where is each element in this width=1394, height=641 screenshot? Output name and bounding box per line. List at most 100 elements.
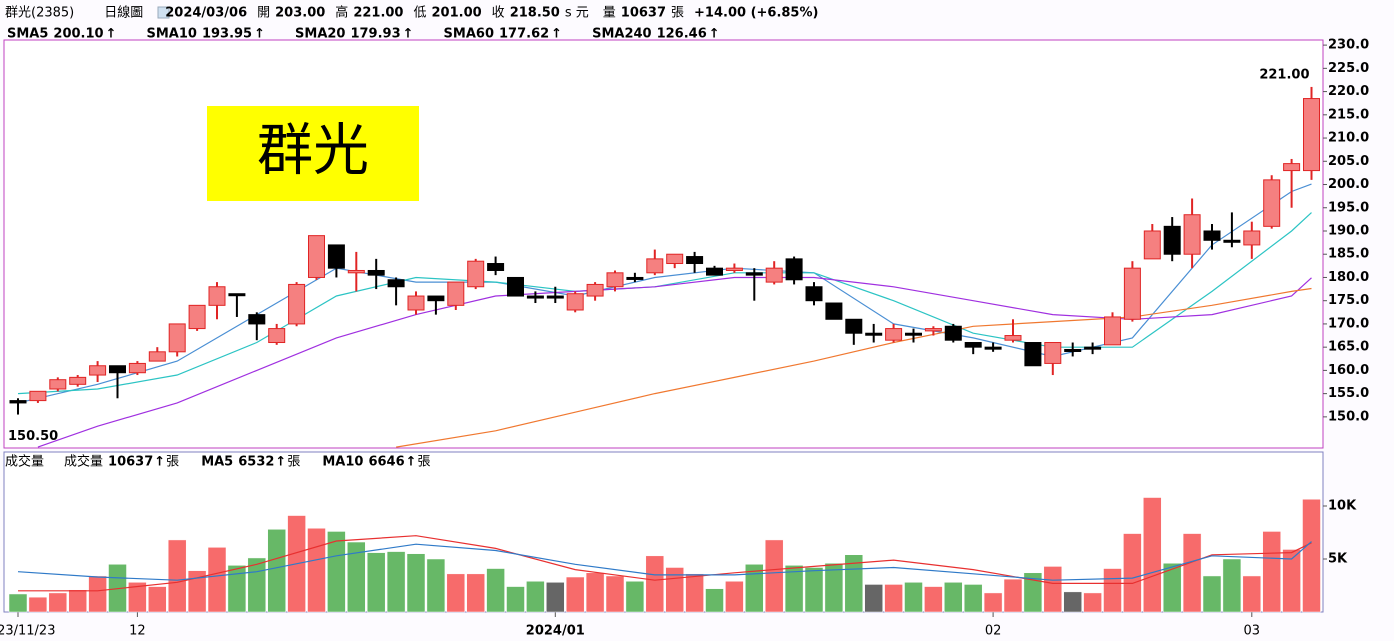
candle-body [885,328,903,341]
volume-bar [665,567,684,613]
volume-ma-legend: 張 [418,455,431,470]
candle-body [1143,230,1161,260]
volume: 10637 [621,6,666,21]
volume-bar [804,567,824,613]
volume-bar [426,558,446,613]
candle-body [347,269,365,274]
high-label: 高 [335,5,348,21]
volume-label: 量 [603,6,616,21]
volume-bar [526,581,545,613]
legend-value: 193.95 [202,27,252,42]
y-tick-label: 230.0 [1328,38,1369,53]
candle-body [29,390,47,402]
legend-name: SMA60 [444,27,494,42]
candle-body [1303,98,1320,172]
volume-bar [1063,591,1082,613]
candle-body [1084,346,1102,350]
candle-body [188,304,206,330]
candle-body [248,314,266,325]
volume-bar [1143,497,1162,613]
period: 日線圖 [104,5,143,21]
y-tick-label: 210.0 [1328,131,1369,146]
volume-bar [546,582,565,613]
candle-body [1104,316,1121,346]
candle-body [168,323,186,353]
candle-body [268,328,286,344]
volume-legend-label: 成交量 [64,454,103,470]
candle-body [865,332,883,336]
ma-line [17,541,1312,581]
y-tick-label: 220.0 [1328,84,1369,99]
volume-bar [466,573,485,613]
candle-body [924,328,942,332]
candle-body [706,267,723,276]
volume-bar [1103,568,1122,613]
volume-bar [904,582,923,613]
y-tick-label: 175.0 [1328,293,1369,308]
candle-body [905,332,922,336]
volume-ma-legend: MA5 [201,455,233,470]
candle-body [566,293,584,311]
volume-bar [207,547,227,613]
y-tick-label: 225.0 [1328,61,1369,76]
candle-body [944,325,962,341]
volume-bar [486,568,505,613]
price-panel [3,39,1324,449]
candle-body [1183,214,1201,255]
low: 201.00 [432,6,482,21]
legend-trend: ↑ [551,27,562,42]
volume-bar [1202,575,1222,613]
volume-bar [406,553,426,613]
y-tick-label: 195.0 [1328,200,1369,215]
volume-bar [167,539,187,613]
candle-body [606,272,624,288]
volume-ma-legend: 6532 [238,455,274,470]
candle-body [1064,348,1082,352]
candle-body [9,400,27,404]
volume-bar [705,588,724,613]
candle-body [626,276,644,280]
volume-bar [48,592,68,613]
y-tick-label: 185.0 [1328,247,1369,262]
candle-body [1163,225,1181,255]
volume-bar [1123,533,1142,613]
volume-bar [983,592,1003,613]
legend-trend: ↑ [709,27,720,42]
volume-bar [864,584,883,613]
candle-body [964,342,982,348]
candle-body [387,279,405,288]
x-tick-label: 2023/11/23 [0,624,55,639]
candle-body [1203,230,1221,241]
volume-bar [1182,533,1202,613]
volume-bar [68,589,87,613]
candle-body [984,346,1002,350]
candle-body [128,362,146,374]
volume-bar [307,528,326,613]
volume-bar [585,572,605,613]
legend-name: SMA240 [592,27,652,42]
candle-body [1004,335,1022,341]
header: 群光(2385) 日線圖 2024/03/06 開 203.00 高 221.00 低 201.… [5,5,818,21]
legend-name: SMA20 [295,27,345,42]
close: 218.50 [510,6,560,21]
candle-body [447,281,465,306]
badge-box [207,106,419,201]
y-tick-label: 180.0 [1328,270,1369,285]
open: 203.00 [275,6,325,21]
ma-line [37,276,1312,448]
volume-bar [8,593,28,613]
legend-trend: ↑ [403,27,414,42]
candle-body [487,263,505,271]
low-annotation: 150.50 [8,429,58,444]
x-tick-label: 03 [1244,624,1261,639]
legend: SMA5 200.10 ↑ SMA10 193.95 ↑ SMA20 179.93 ↑ SMA60… [5,27,720,470]
volume-bar [28,596,48,613]
y-tick-label: 205.0 [1328,154,1369,169]
volume-legend-unit: 張 [166,455,179,470]
y-tick-label: 170.0 [1328,316,1369,331]
volume-bar [645,555,665,613]
candle-body [586,283,604,297]
candle-body [507,276,524,297]
stock-name: 群光(2385) [5,6,74,21]
